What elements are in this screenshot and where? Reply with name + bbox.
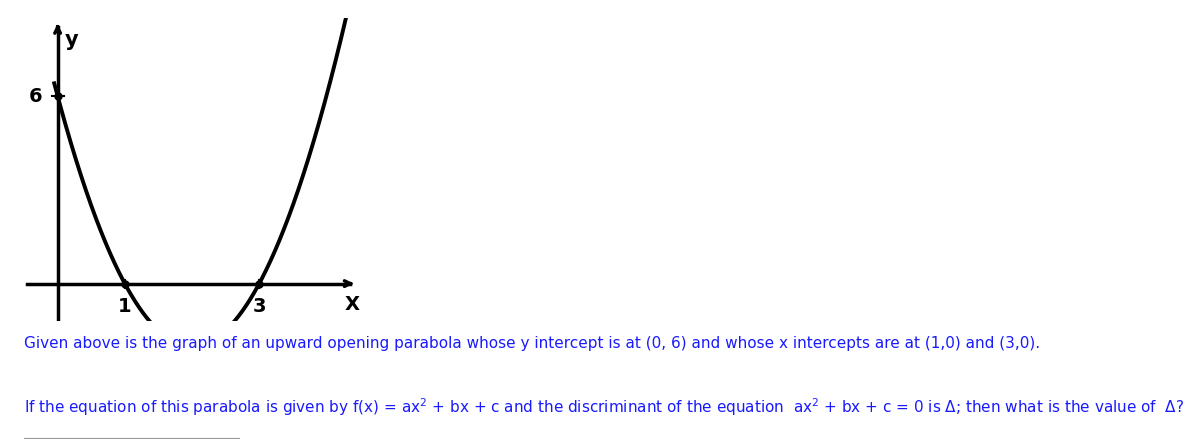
Text: 6: 6	[29, 87, 43, 106]
Text: 1: 1	[118, 297, 132, 316]
Text: If the equation of this parabola is given by f(x) = ax$^2$ + bx + c and the disc: If the equation of this parabola is give…	[24, 396, 1184, 418]
Text: Given above is the graph of an upward opening parabola whose y intercept is at (: Given above is the graph of an upward op…	[24, 336, 1040, 351]
Text: 3: 3	[252, 297, 266, 316]
Text: y: y	[65, 30, 78, 50]
Text: X: X	[344, 296, 360, 314]
